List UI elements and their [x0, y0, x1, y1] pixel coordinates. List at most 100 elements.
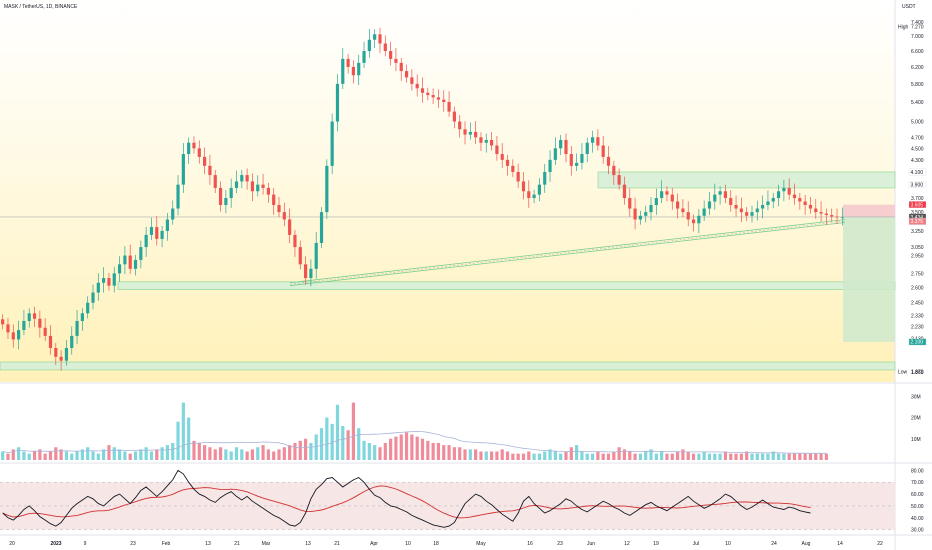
volume-axis-tick: 30M [911, 394, 921, 400]
volume-bar [404, 432, 409, 460]
candle-body [734, 204, 738, 209]
price-tag-box [908, 201, 927, 208]
candle-body [776, 191, 781, 199]
candle-body [553, 148, 557, 160]
volume-bar [776, 453, 781, 460]
candle-body [505, 159, 510, 166]
candle-body [420, 88, 425, 93]
candle-body [484, 139, 488, 143]
candle-body [303, 264, 308, 279]
candle-body [54, 347, 58, 357]
rsi-axis-tick: 30.00 [911, 528, 924, 534]
volume-bar [782, 453, 786, 460]
volume-bar [691, 453, 696, 460]
candle-body [27, 313, 31, 321]
candle-body [596, 137, 600, 146]
candle-body [824, 213, 828, 216]
time-axis-tick: 2023 [50, 541, 61, 547]
candle-body [548, 159, 552, 172]
volume-bar [399, 434, 403, 460]
volume-bar [11, 449, 15, 460]
candle-body [458, 121, 462, 130]
volume-bar [229, 451, 233, 460]
price-tag-value: 3.900 [911, 182, 924, 188]
time-axis[interactable]: 20 2023 9 23 Feb 13 21 Mar 13 21 Apr 10 18 May 16 23 Jun… [9, 541, 883, 547]
time-axis-tick: May [476, 541, 486, 547]
candle-body [803, 201, 807, 205]
volume-bar [165, 445, 169, 460]
volume-bar [559, 453, 563, 460]
time-axis-tick: 23 [130, 541, 136, 547]
volume-bar [314, 434, 318, 460]
volume-bar [628, 451, 632, 460]
candle-body [750, 212, 754, 216]
price-axis-tick: 5.800 [911, 82, 924, 88]
trendline-upper [289, 219, 846, 284]
candle-body [691, 219, 696, 224]
candle-body [192, 142, 196, 149]
candle-body [1, 319, 5, 325]
candle-body [771, 198, 775, 202]
candle-body [638, 215, 642, 220]
candle-body [660, 191, 664, 199]
volume-bar [516, 453, 520, 460]
volume-bar [484, 451, 488, 460]
candle-body [404, 71, 409, 78]
volume-bar [277, 449, 281, 460]
time-axis-tick: 16 [527, 541, 533, 547]
volume-bar [771, 451, 775, 460]
price-tag-box [908, 181, 927, 189]
candle-body [590, 137, 595, 143]
candle-body [516, 171, 520, 182]
candle-body [532, 194, 536, 199]
volume-bar [814, 453, 818, 460]
candle-body [745, 212, 749, 216]
candle-body [782, 187, 786, 192]
volume-bar [521, 453, 526, 460]
candle-body [59, 356, 63, 361]
volume-bar [718, 453, 722, 460]
volume-bar [208, 447, 212, 460]
candle-body [362, 51, 366, 63]
candle-body [171, 208, 175, 220]
volume-bar [112, 447, 116, 460]
ascending-trendline-channel[interactable] [289, 219, 846, 287]
rsi-axis-tick: 40.00 [911, 516, 924, 522]
candle-body [309, 268, 313, 279]
volume-bar [155, 449, 159, 460]
volume-bar [527, 451, 531, 460]
candle-body [245, 175, 249, 182]
candlestick-series [1, 27, 844, 371]
rsi-axis-tick: 60.00 [911, 492, 924, 498]
price-axis-tick: 6.600 [911, 49, 924, 55]
candle-body [351, 66, 356, 76]
volume-bar [197, 443, 201, 460]
volume-bar [107, 445, 111, 460]
volume-bar [532, 453, 536, 460]
candle-body [38, 318, 42, 328]
volume-bar [707, 453, 712, 460]
symbol-title[interactable]: MASK / TetherUS, 1D, BINANCE [4, 4, 78, 10]
candle-body [17, 330, 21, 340]
volume-bar [378, 447, 382, 460]
volume-bar [511, 453, 515, 460]
price-axis-tick: 2.600 [911, 286, 924, 292]
volume-bar [505, 451, 510, 460]
price-axis-tick: 5.400 [911, 100, 924, 106]
volume-bar [149, 451, 154, 460]
volume-bar [601, 453, 605, 460]
volume-bar [543, 451, 547, 460]
volume-bar [38, 449, 42, 460]
candle-body [654, 198, 658, 205]
candle-body [633, 208, 637, 220]
short-position-tool[interactable] [0, 204, 895, 342]
candle-body [575, 162, 579, 166]
volume-bar [606, 453, 611, 460]
price-tag-value: 3.434 [911, 215, 924, 221]
price-axis[interactable]: 7.400 7.000 6.600 6.200 5.800 5.400 5.000 4.700… [898, 20, 924, 376]
candle-body [144, 234, 148, 248]
volume-bar [75, 451, 79, 460]
volume-bar [224, 449, 228, 460]
candle-body [91, 292, 95, 303]
